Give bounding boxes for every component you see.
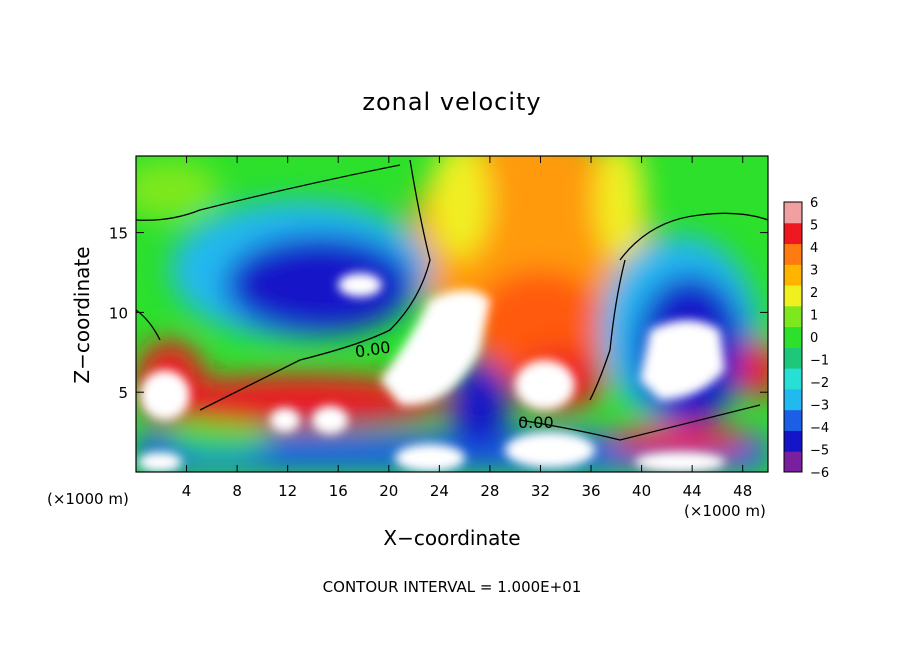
colorbar-tick-label: 5: [810, 219, 818, 234]
colorbar-tick-label: 6: [810, 196, 818, 211]
x-axis-label: X−coordinate: [383, 526, 521, 550]
colorbar-swatch: [784, 243, 802, 265]
x-tick-label: 48: [733, 482, 752, 500]
contour-label: 0.00: [354, 338, 392, 362]
colorbar-tick-label: −5: [810, 444, 829, 459]
colorbar-tick-label: −4: [810, 421, 829, 436]
colorbar-swatch: [784, 347, 802, 369]
colorbar-swatch: [784, 430, 802, 452]
x-tick-label: 12: [278, 482, 297, 500]
colorbar-tick-label: −1: [810, 354, 829, 369]
x-unit-note-left: (×1000 m): [47, 490, 129, 508]
colorbar-swatch: [784, 305, 802, 328]
colorbar-swatch: [784, 202, 802, 224]
colorbar-swatch: [784, 368, 802, 390]
x-tick-label: 44: [683, 482, 702, 500]
y-axis: 5 10 15: [109, 225, 768, 402]
colorbar-swatch: [784, 222, 802, 245]
colorbar-swatch: [784, 285, 802, 307]
plot-frame: [135, 155, 769, 473]
colorbar-frame: [783, 201, 803, 473]
x-tick-label: 40: [632, 482, 651, 500]
colorbar-tick-label: −3: [810, 399, 829, 414]
contour-labels: 0.00 0.00: [354, 338, 554, 432]
colorbar-tick-label: 3: [810, 264, 818, 279]
colorbar-swatch: [784, 264, 802, 286]
colorbar-tick-label: 1: [810, 309, 818, 324]
colorbar-tick-label: 4: [810, 241, 818, 256]
y-tick-label: 5: [118, 384, 128, 402]
colorbar-swatch: [784, 388, 802, 411]
x-tick-label: 28: [480, 482, 499, 500]
colorbar-tick-label: −6: [810, 466, 829, 481]
y-axis-label: Z−coordinate: [70, 246, 94, 384]
heatmap-field: [136, 156, 768, 472]
colorbar-swatch: [784, 409, 802, 431]
colorbar-tick-label: 2: [810, 286, 818, 301]
x-tick-label: 4: [182, 482, 192, 500]
x-tick-label: 20: [379, 482, 398, 500]
y-tick-label: 15: [109, 225, 128, 243]
colorbar: 6 5 4 3 2 1 0 −1 −2 −3 −4 −5 −6: [783, 196, 829, 481]
colorbar-tick-label: −2: [810, 376, 829, 391]
x-axis: 4 8 12 16 20 24 28 32 36 40 44 48: [182, 156, 752, 500]
zero-contours: [136, 159, 768, 441]
contour-interval-footer: CONTOUR INTERVAL = 1.000E+01: [322, 578, 582, 596]
x-tick-label: 8: [232, 482, 242, 500]
colorbar-tick-label: 0: [810, 331, 818, 346]
chart-title: zonal velocity: [362, 88, 542, 116]
colorbar-swatch: [784, 451, 802, 473]
x-tick-label: 32: [531, 482, 550, 500]
x-tick-label: 16: [329, 482, 348, 500]
x-tick-label: 24: [430, 482, 449, 500]
x-tick-label: 36: [581, 482, 600, 500]
x-unit-note-right: (×1000 m): [684, 502, 766, 520]
colorbar-swatch: [784, 326, 802, 348]
y-tick-label: 10: [109, 304, 128, 322]
contour-label: 0.00: [518, 413, 554, 432]
